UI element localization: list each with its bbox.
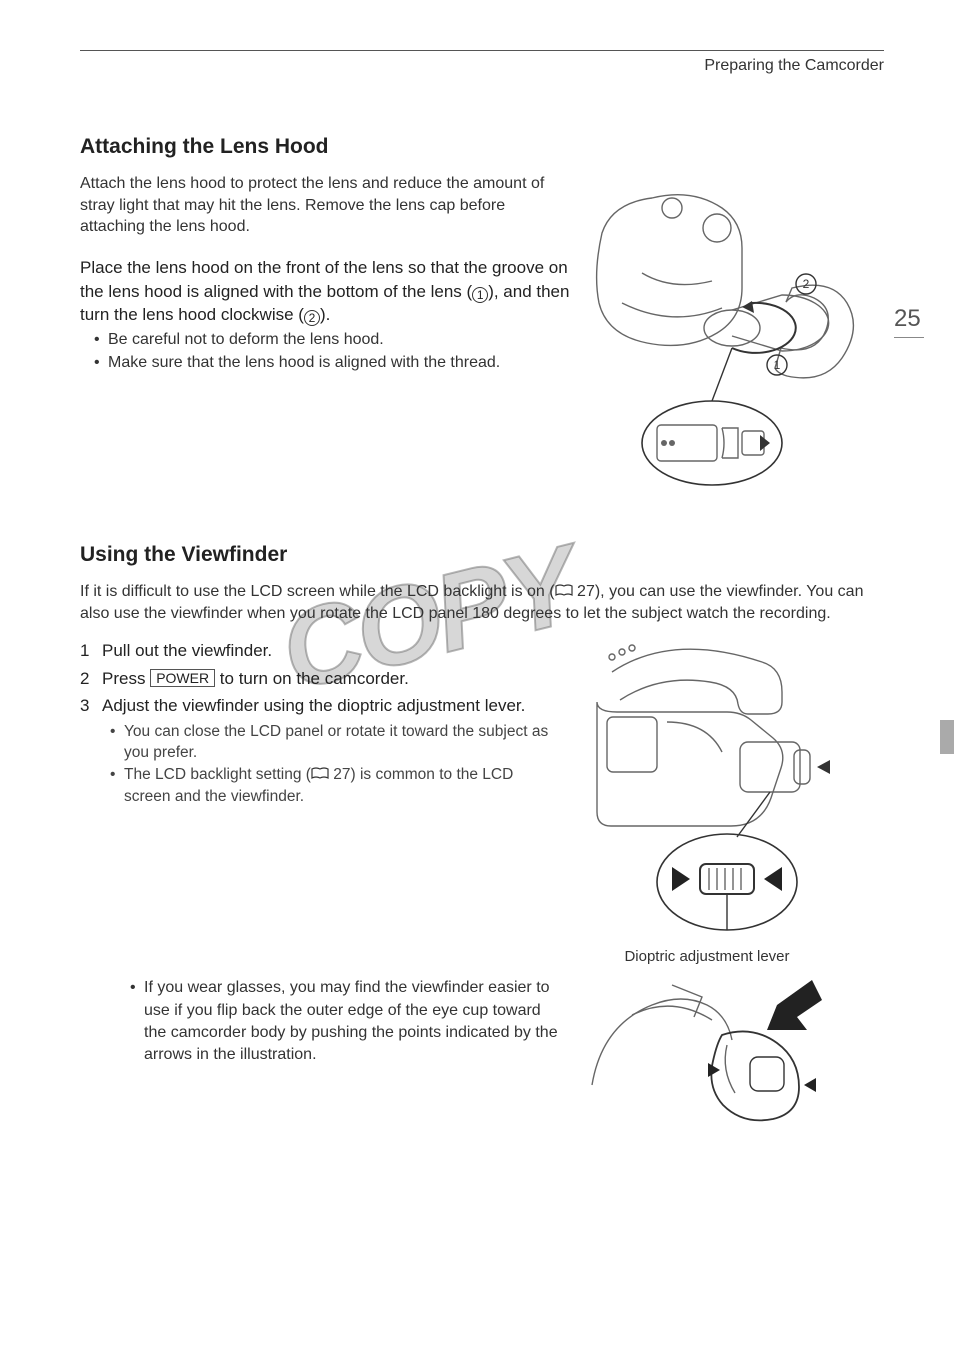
figure-lens-hood: 1 2: [582, 173, 872, 493]
figure-callout-2: 2: [803, 277, 810, 291]
section2-intro: If it is difficult to use the LCD screen…: [80, 581, 884, 624]
header-section-label: Preparing the Camcorder: [80, 57, 884, 75]
step-1: Pull out the viewfinder.: [80, 638, 560, 664]
side-tab: [940, 720, 954, 754]
section2-steps: Pull out the viewfinder. Press POWER to …: [80, 638, 560, 807]
figure-viewfinder: Dioptric adjustment lever: [572, 632, 842, 965]
manual-ref-icon: [311, 767, 329, 780]
section1-intro: Attach the lens hood to protect the lens…: [80, 173, 570, 238]
list-item: You can close the LCD panel or rotate it…: [110, 721, 560, 764]
figure-eyecup: [572, 975, 842, 1125]
power-button-label: POWER: [150, 669, 215, 688]
list-item: Be careful not to deform the lens hood.: [94, 329, 570, 351]
step-2: Press POWER to turn on the camcorder.: [80, 666, 560, 692]
figure-caption-dioptric: Dioptric adjustment lever: [572, 948, 842, 965]
heading-attaching-lens-hood: Attaching the Lens Hood: [80, 135, 884, 159]
step-3: Adjust the viewfinder using the dioptric…: [80, 693, 560, 807]
manual-ref-icon: [555, 584, 573, 597]
header-rule: [80, 50, 884, 51]
heading-using-viewfinder: Using the Viewfinder: [80, 543, 884, 567]
section1-bullet-list: Be careful not to deform the lens hood. …: [80, 329, 570, 374]
circled-2-icon: 2: [304, 310, 320, 326]
list-item: Make sure that the lens hood is aligned …: [94, 352, 570, 374]
section1-lead: Place the lens hood on the front of the …: [80, 256, 570, 327]
circled-1-icon: 1: [472, 287, 488, 303]
figure-callout-1: 1: [774, 358, 781, 372]
list-item: If you wear glasses, you may find the vi…: [130, 977, 560, 1067]
list-item: The LCD backlight setting ( 27) is commo…: [110, 764, 560, 807]
page-number: 25: [894, 305, 924, 338]
